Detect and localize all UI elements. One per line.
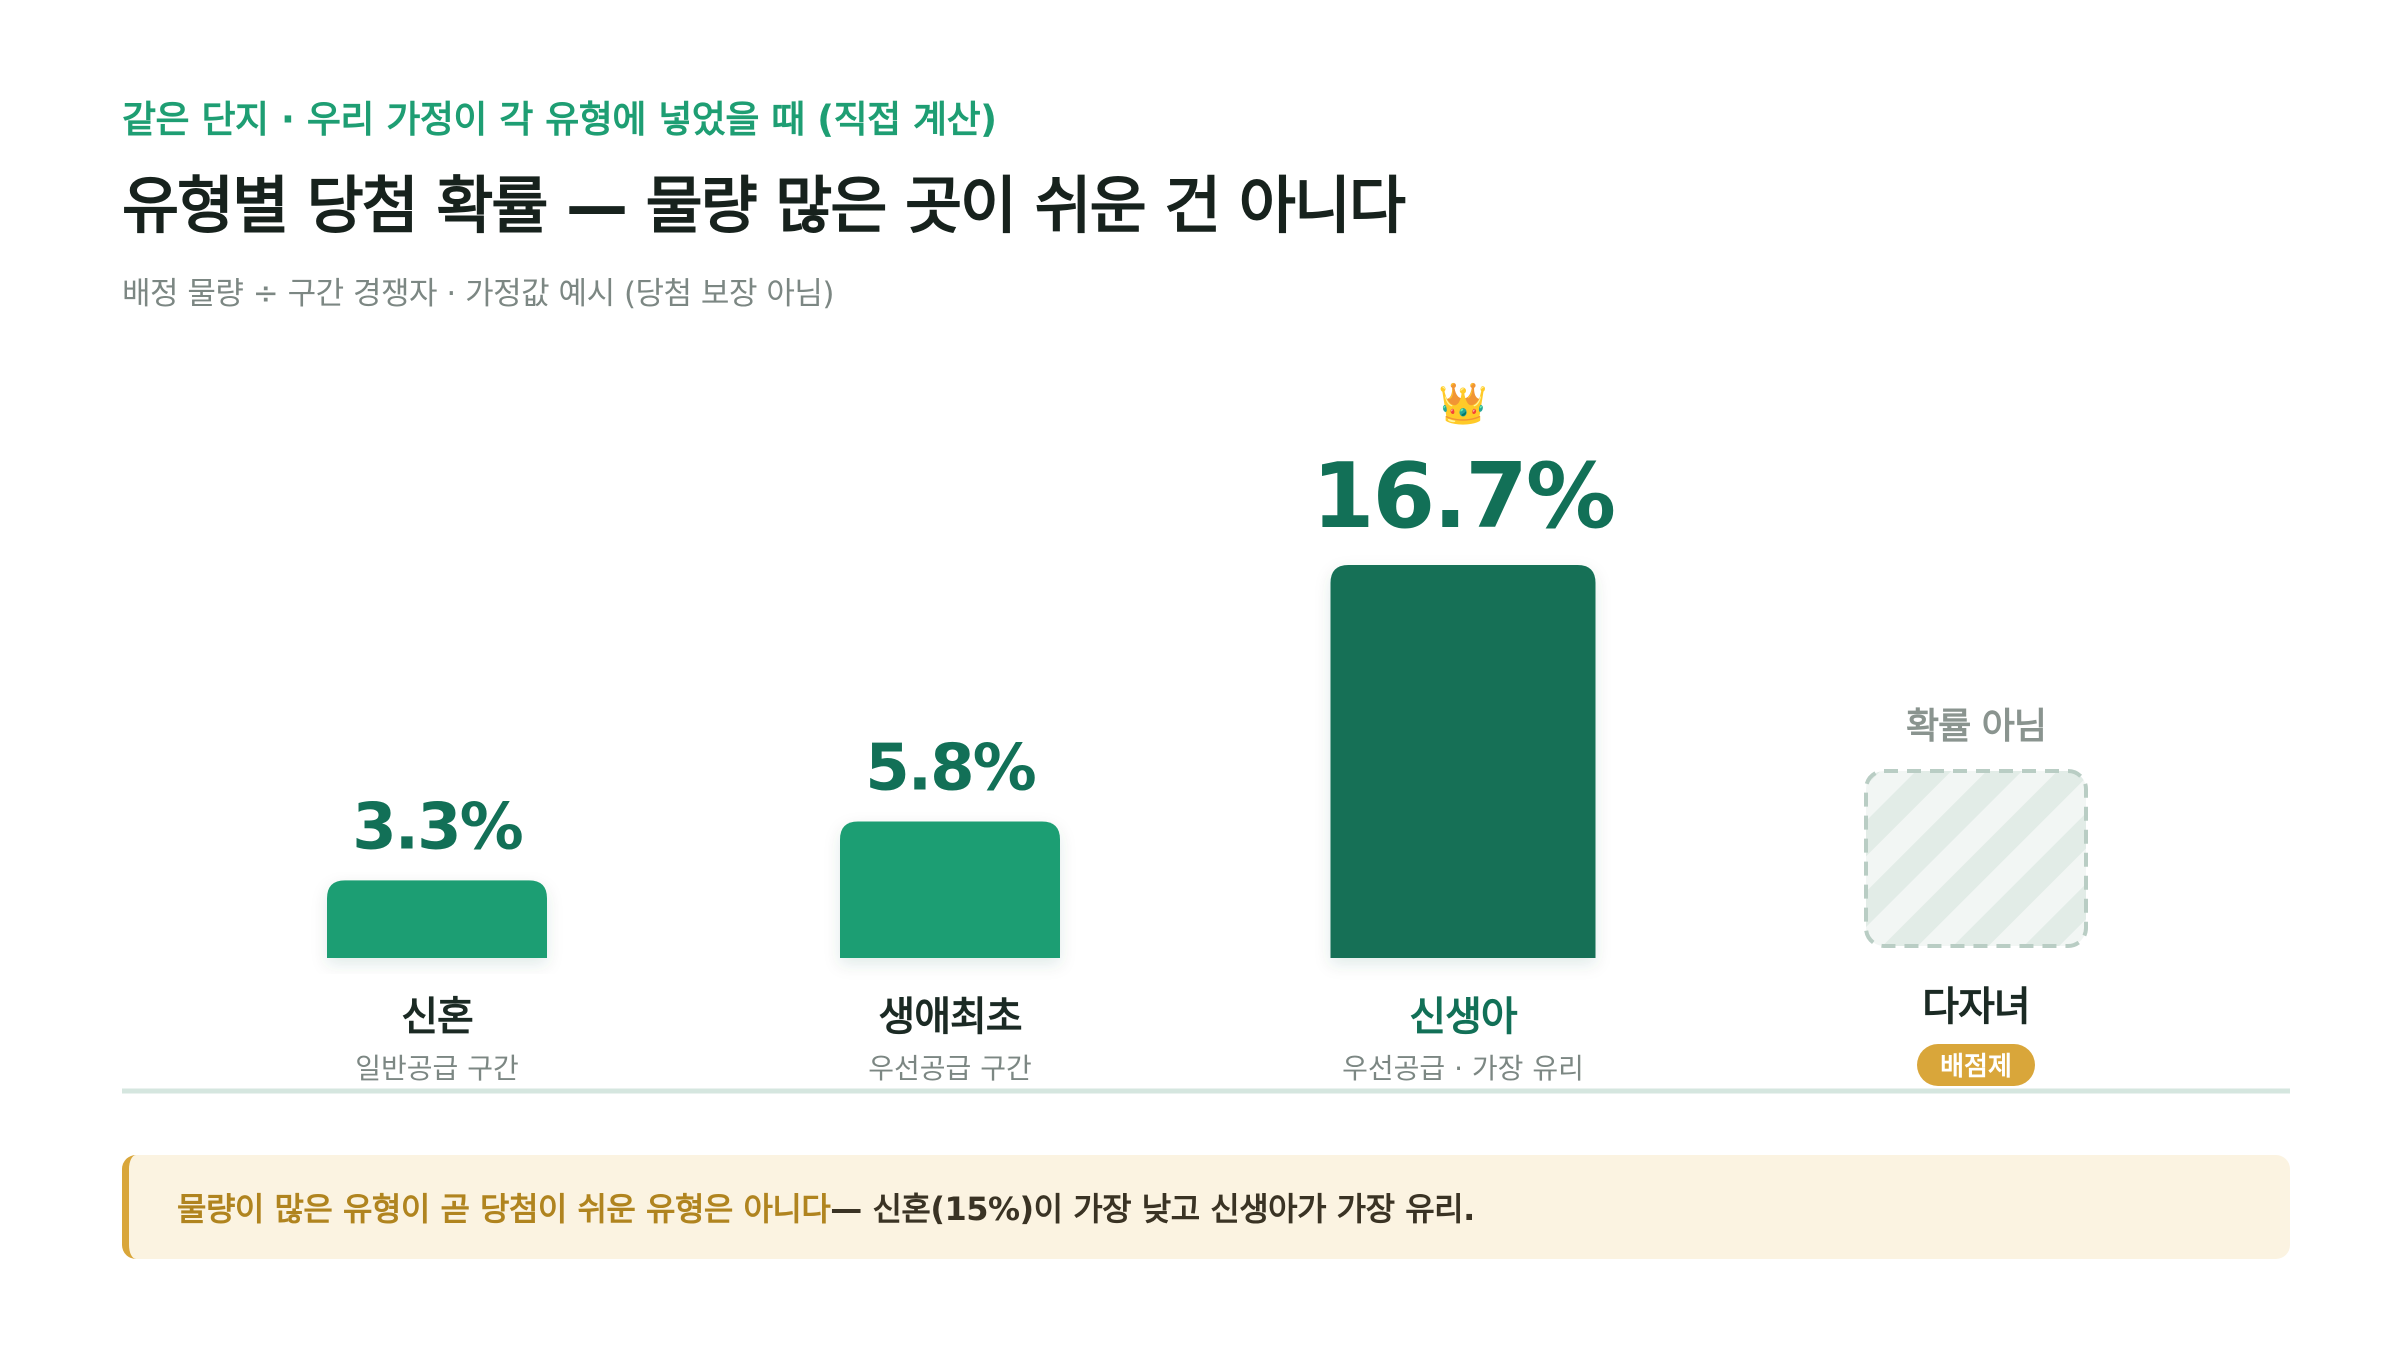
category-sublabel: 일반공급 구간 [355, 1052, 518, 1085]
category-sublabel: 우선공급 구간 [868, 1052, 1031, 1085]
insight-callout: 물량이 많은 유형이 곧 당첨이 쉬운 유형은 아니다 — 신혼(15%)이 가… [122, 1155, 2290, 1259]
value-label: 확률 아님 [1906, 706, 2046, 747]
status-badge: 배점제 [1940, 1052, 2012, 1082]
chart-subtitle: 배정 물량 ÷ 구간 경쟁자 · 가정값 예시 (당첨 보장 아님) [122, 275, 834, 312]
callout-rest: — 신혼(15%)이 가장 낮고 신생아가 가장 유리. [830, 1190, 1475, 1228]
category-label: 생애최초 [878, 994, 1021, 1040]
chart-header: 같은 단지 · 우리 가정이 각 유형에 넣었을 때 (직접 계산) 유형별 당… [122, 98, 2222, 313]
category-sublabel: 우선공급 · 가장 유리 [1342, 1052, 1584, 1085]
bar [840, 821, 1060, 958]
placeholder-bar [1864, 769, 2088, 948]
chart-title: 유형별 당첨 확률 — 물량 많은 곳이 쉬운 건 아니다 [122, 169, 1406, 243]
bar [1330, 565, 1596, 958]
category-label: 신혼 [401, 994, 473, 1040]
callout-highlight: 물량이 많은 유형이 곧 당첨이 쉬운 유형은 아니다 [177, 1190, 831, 1228]
value-label: 16.7% [1312, 444, 1614, 549]
value-label: 3.3% [352, 790, 522, 864]
category-label: 다자녀 [1922, 984, 2029, 1030]
chart-eyebrow: 같은 단지 · 우리 가정이 각 유형에 넣었을 때 (직접 계산) [122, 98, 997, 141]
value-label: 5.8% [865, 732, 1035, 806]
badge-background [1917, 1044, 2035, 1086]
bar [327, 880, 547, 958]
crown-icon: 👑 [1438, 381, 1488, 427]
category-label: 신생아 [1409, 994, 1518, 1040]
